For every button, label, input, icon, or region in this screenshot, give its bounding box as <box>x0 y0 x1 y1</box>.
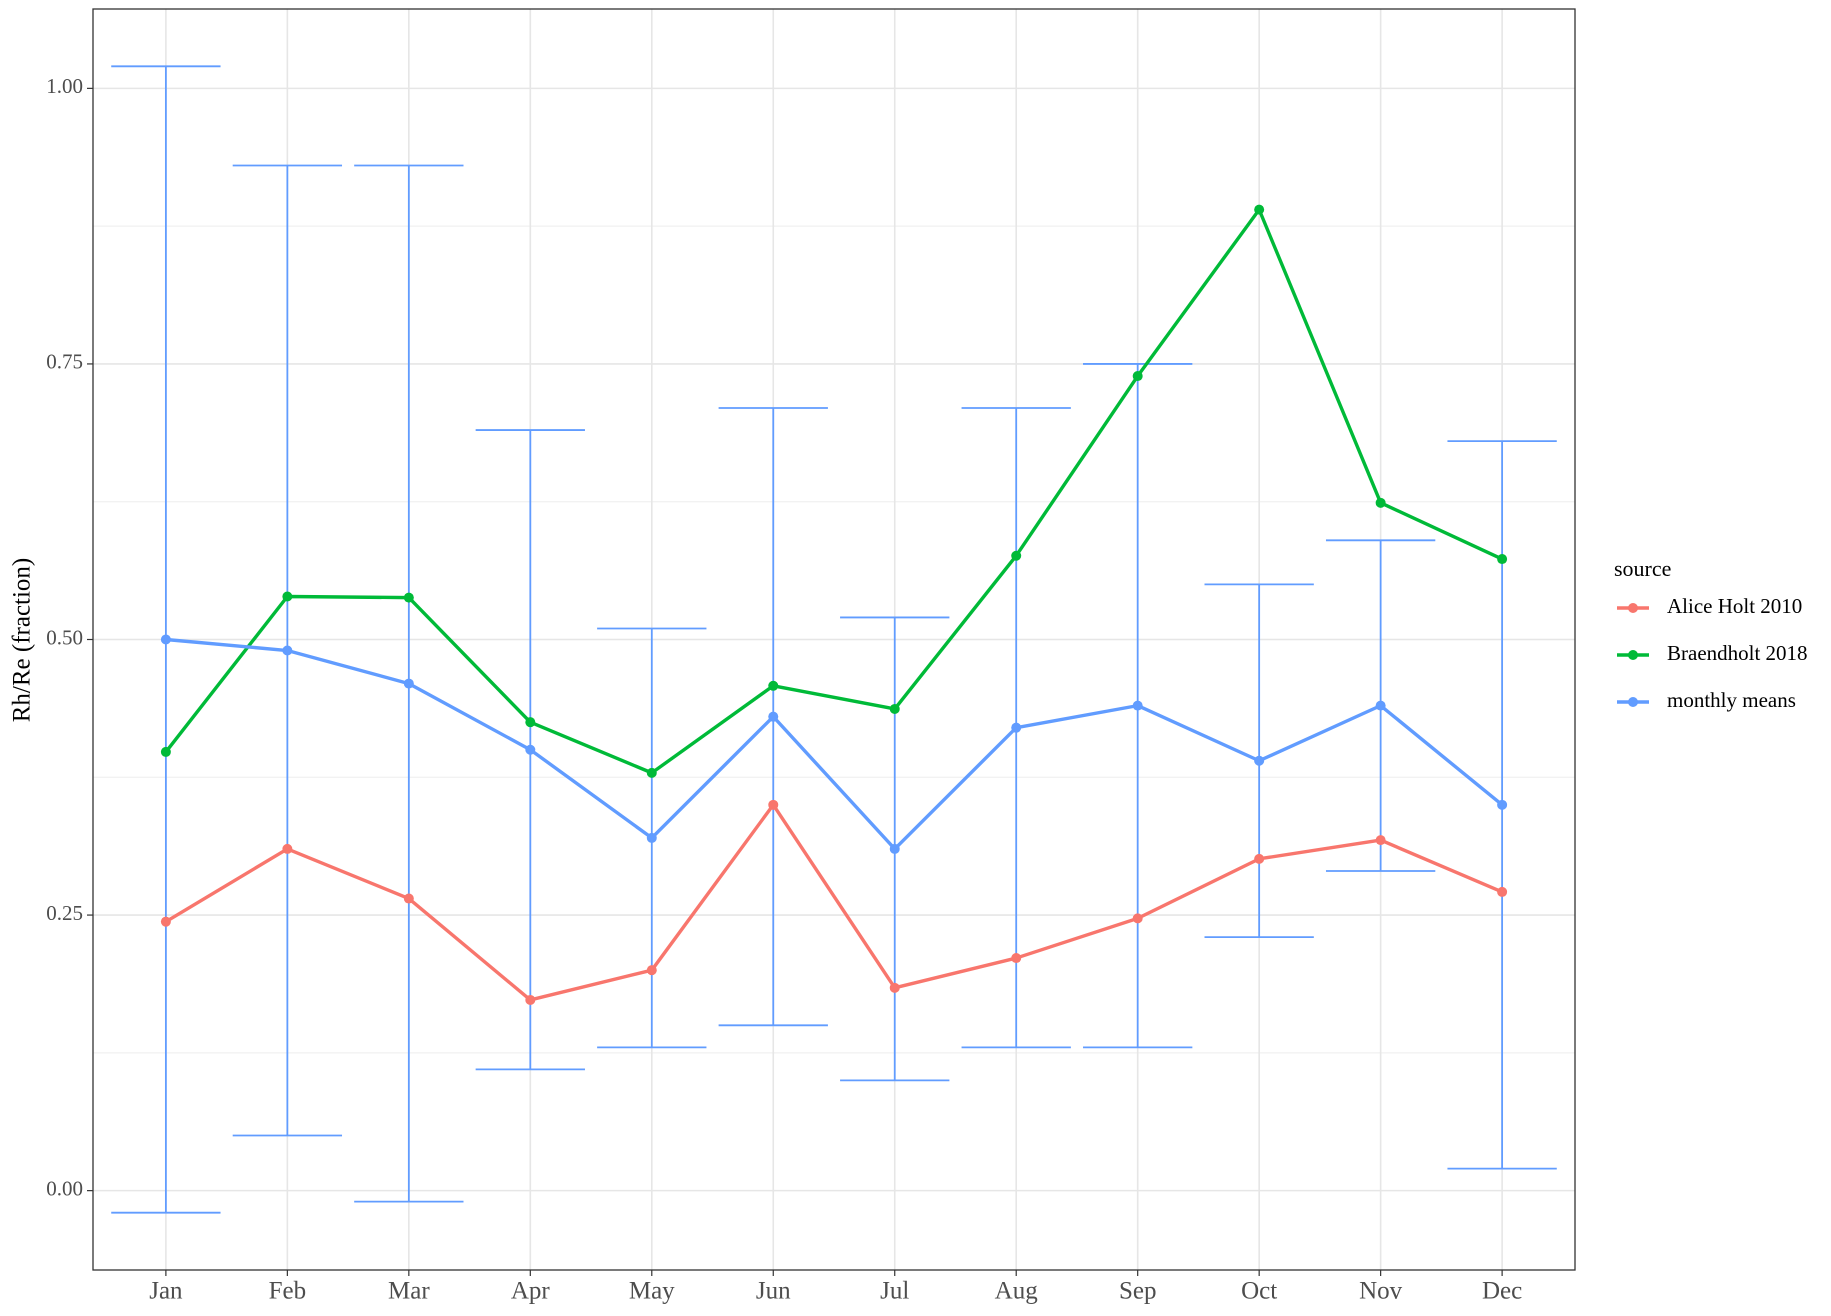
point <box>282 645 293 656</box>
x-tick-label: Sep <box>1119 1278 1157 1305</box>
y-tick-label: 0.25 <box>46 901 83 925</box>
point <box>525 717 536 728</box>
point <box>1375 497 1386 508</box>
point <box>1497 554 1508 565</box>
point <box>282 843 293 854</box>
point <box>160 634 171 645</box>
point <box>403 592 414 603</box>
x-tick-label: Feb <box>269 1278 307 1305</box>
y-axis-label: Rh/Re (fraction) <box>9 558 36 723</box>
point <box>768 711 779 722</box>
point <box>525 994 536 1005</box>
legend-label: monthly means <box>1667 688 1796 712</box>
point <box>646 832 657 843</box>
x-tick-label: Nov <box>1359 1278 1403 1305</box>
point <box>160 746 171 757</box>
x-tick-label: Jun <box>756 1278 791 1305</box>
point <box>768 680 779 691</box>
series-line <box>165 637 1504 851</box>
series-line <box>164 207 1503 775</box>
x-tick-label: Aug <box>995 1278 1039 1305</box>
point <box>525 744 536 755</box>
point <box>1375 700 1386 711</box>
point <box>1132 913 1143 924</box>
point <box>768 799 779 810</box>
point <box>1375 835 1386 846</box>
x-tick-label: Jul <box>880 1278 909 1305</box>
y-tick-label: 0.00 <box>46 1176 83 1200</box>
point <box>889 843 900 854</box>
point <box>646 965 657 976</box>
point <box>1497 886 1508 897</box>
point <box>160 916 171 927</box>
point <box>646 767 657 778</box>
y-tick-label: 0.50 <box>46 625 83 649</box>
legend-key-point <box>1628 650 1638 660</box>
point <box>1011 550 1022 561</box>
point <box>403 678 414 689</box>
x-tick-label: Dec <box>1482 1278 1522 1305</box>
y-tick-label: 0.75 <box>46 350 83 374</box>
point <box>1254 755 1265 766</box>
point <box>403 893 414 904</box>
point <box>1132 700 1143 711</box>
legend-title: source <box>1614 556 1671 581</box>
point <box>889 982 900 993</box>
point <box>1011 953 1022 964</box>
legend-key-point <box>1628 603 1638 613</box>
legend-label: Braendholt 2018 <box>1667 641 1808 665</box>
x-tick-label: May <box>629 1278 675 1305</box>
x-tick-label: Jan <box>149 1278 183 1305</box>
legend-key-point <box>1628 697 1638 707</box>
point <box>1254 204 1265 215</box>
point <box>889 703 900 714</box>
series-line <box>165 803 1503 1002</box>
point <box>1254 853 1265 864</box>
y-tick-label: 1.00 <box>46 74 83 98</box>
panel-border <box>92 8 1576 1271</box>
point <box>1497 799 1508 810</box>
point <box>1011 722 1022 733</box>
x-tick-label: Apr <box>511 1278 551 1305</box>
point <box>282 591 293 602</box>
x-tick-label: Oct <box>1241 1278 1277 1305</box>
legend-label: Alice Holt 2010 <box>1667 594 1802 618</box>
x-tick-label: Mar <box>388 1278 430 1305</box>
point <box>1132 371 1143 382</box>
